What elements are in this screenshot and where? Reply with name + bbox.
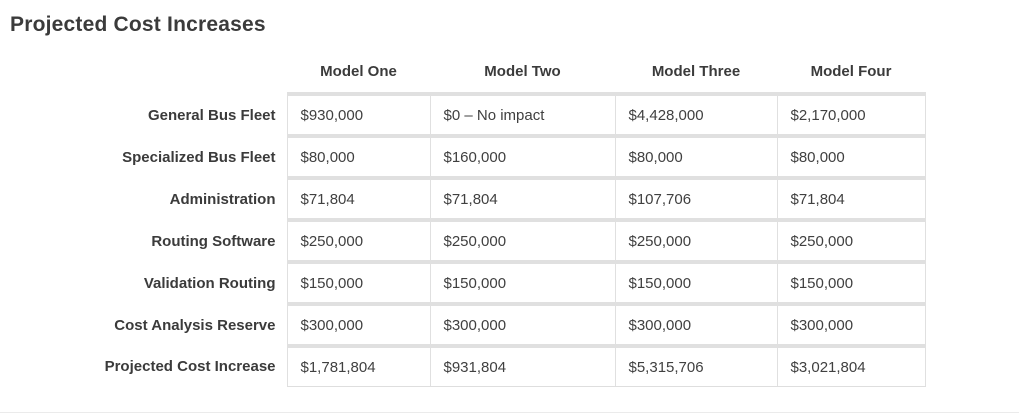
data-cell: $71,804: [776, 176, 926, 221]
column-header-model-four: Model Four: [810, 63, 892, 80]
table-row: Cost Analysis Reserve $300,000 $300,000 …: [0, 302, 926, 347]
data-cell: $3,021,804: [776, 344, 926, 387]
data-cell: $250,000: [614, 218, 778, 263]
data-cell: $931,804: [429, 344, 616, 387]
projected-cost-increases-table: Model One Model Two Model Three Model Fo…: [0, 55, 926, 387]
row-label: Projected Cost Increase: [0, 346, 287, 387]
data-cell: $2,170,000: [776, 92, 926, 137]
data-cell: $250,000: [286, 218, 431, 263]
corner-cell: [0, 55, 287, 94]
data-cell: $250,000: [776, 218, 926, 263]
data-cell: $1,781,804: [286, 344, 431, 387]
row-label: Administration: [0, 178, 287, 220]
data-cell: $300,000: [776, 302, 926, 347]
data-cell: $71,804: [286, 176, 431, 221]
data-cell: $150,000: [776, 260, 926, 305]
data-cell: $150,000: [429, 260, 616, 305]
data-cell: $930,000: [286, 92, 431, 137]
row-label: Routing Software: [0, 220, 287, 262]
data-cell: $80,000: [614, 134, 778, 179]
row-label: Validation Routing: [0, 262, 287, 304]
data-cell: $80,000: [286, 134, 431, 179]
table-row: Validation Routing $150,000 $150,000 $15…: [0, 260, 926, 305]
table-row: Administration $71,804 $71,804 $107,706 …: [0, 176, 926, 221]
table-row: General Bus Fleet $930,000 $0 – No impac…: [0, 92, 926, 137]
data-cell: $300,000: [286, 302, 431, 347]
row-label: Specialized Bus Fleet: [0, 136, 287, 178]
page: Projected Cost Increases Model One Model…: [0, 12, 1019, 413]
data-cell: $300,000: [614, 302, 778, 347]
data-cell: $300,000: [429, 302, 616, 347]
data-cell: $4,428,000: [614, 92, 778, 137]
data-cell: $80,000: [776, 134, 926, 179]
column-header-model-two: Model Two: [484, 63, 561, 80]
column-header-model-three: Model Three: [651, 63, 741, 80]
data-cell: $250,000: [429, 218, 616, 263]
data-cell: $5,315,706: [614, 344, 778, 387]
row-label: Cost Analysis Reserve: [0, 304, 287, 346]
data-cell: $150,000: [286, 260, 431, 305]
header-row: Model One Model Two Model Three Model Fo…: [0, 55, 925, 94]
data-cell: $71,804: [429, 176, 616, 221]
table-row: Specialized Bus Fleet $80,000 $160,000 $…: [0, 134, 926, 179]
data-cell: $0 – No impact: [429, 92, 616, 137]
row-label: General Bus Fleet: [0, 94, 287, 136]
column-header-model-one: Model One: [320, 63, 397, 80]
table-row: Projected Cost Increase $1,781,804 $931,…: [0, 344, 926, 387]
data-cell: $107,706: [614, 176, 778, 221]
data-cell: $150,000: [614, 260, 778, 305]
table-row: Routing Software $250,000 $250,000 $250,…: [0, 218, 926, 263]
data-cell: $160,000: [429, 134, 616, 179]
page-title: Projected Cost Increases: [10, 13, 266, 36]
